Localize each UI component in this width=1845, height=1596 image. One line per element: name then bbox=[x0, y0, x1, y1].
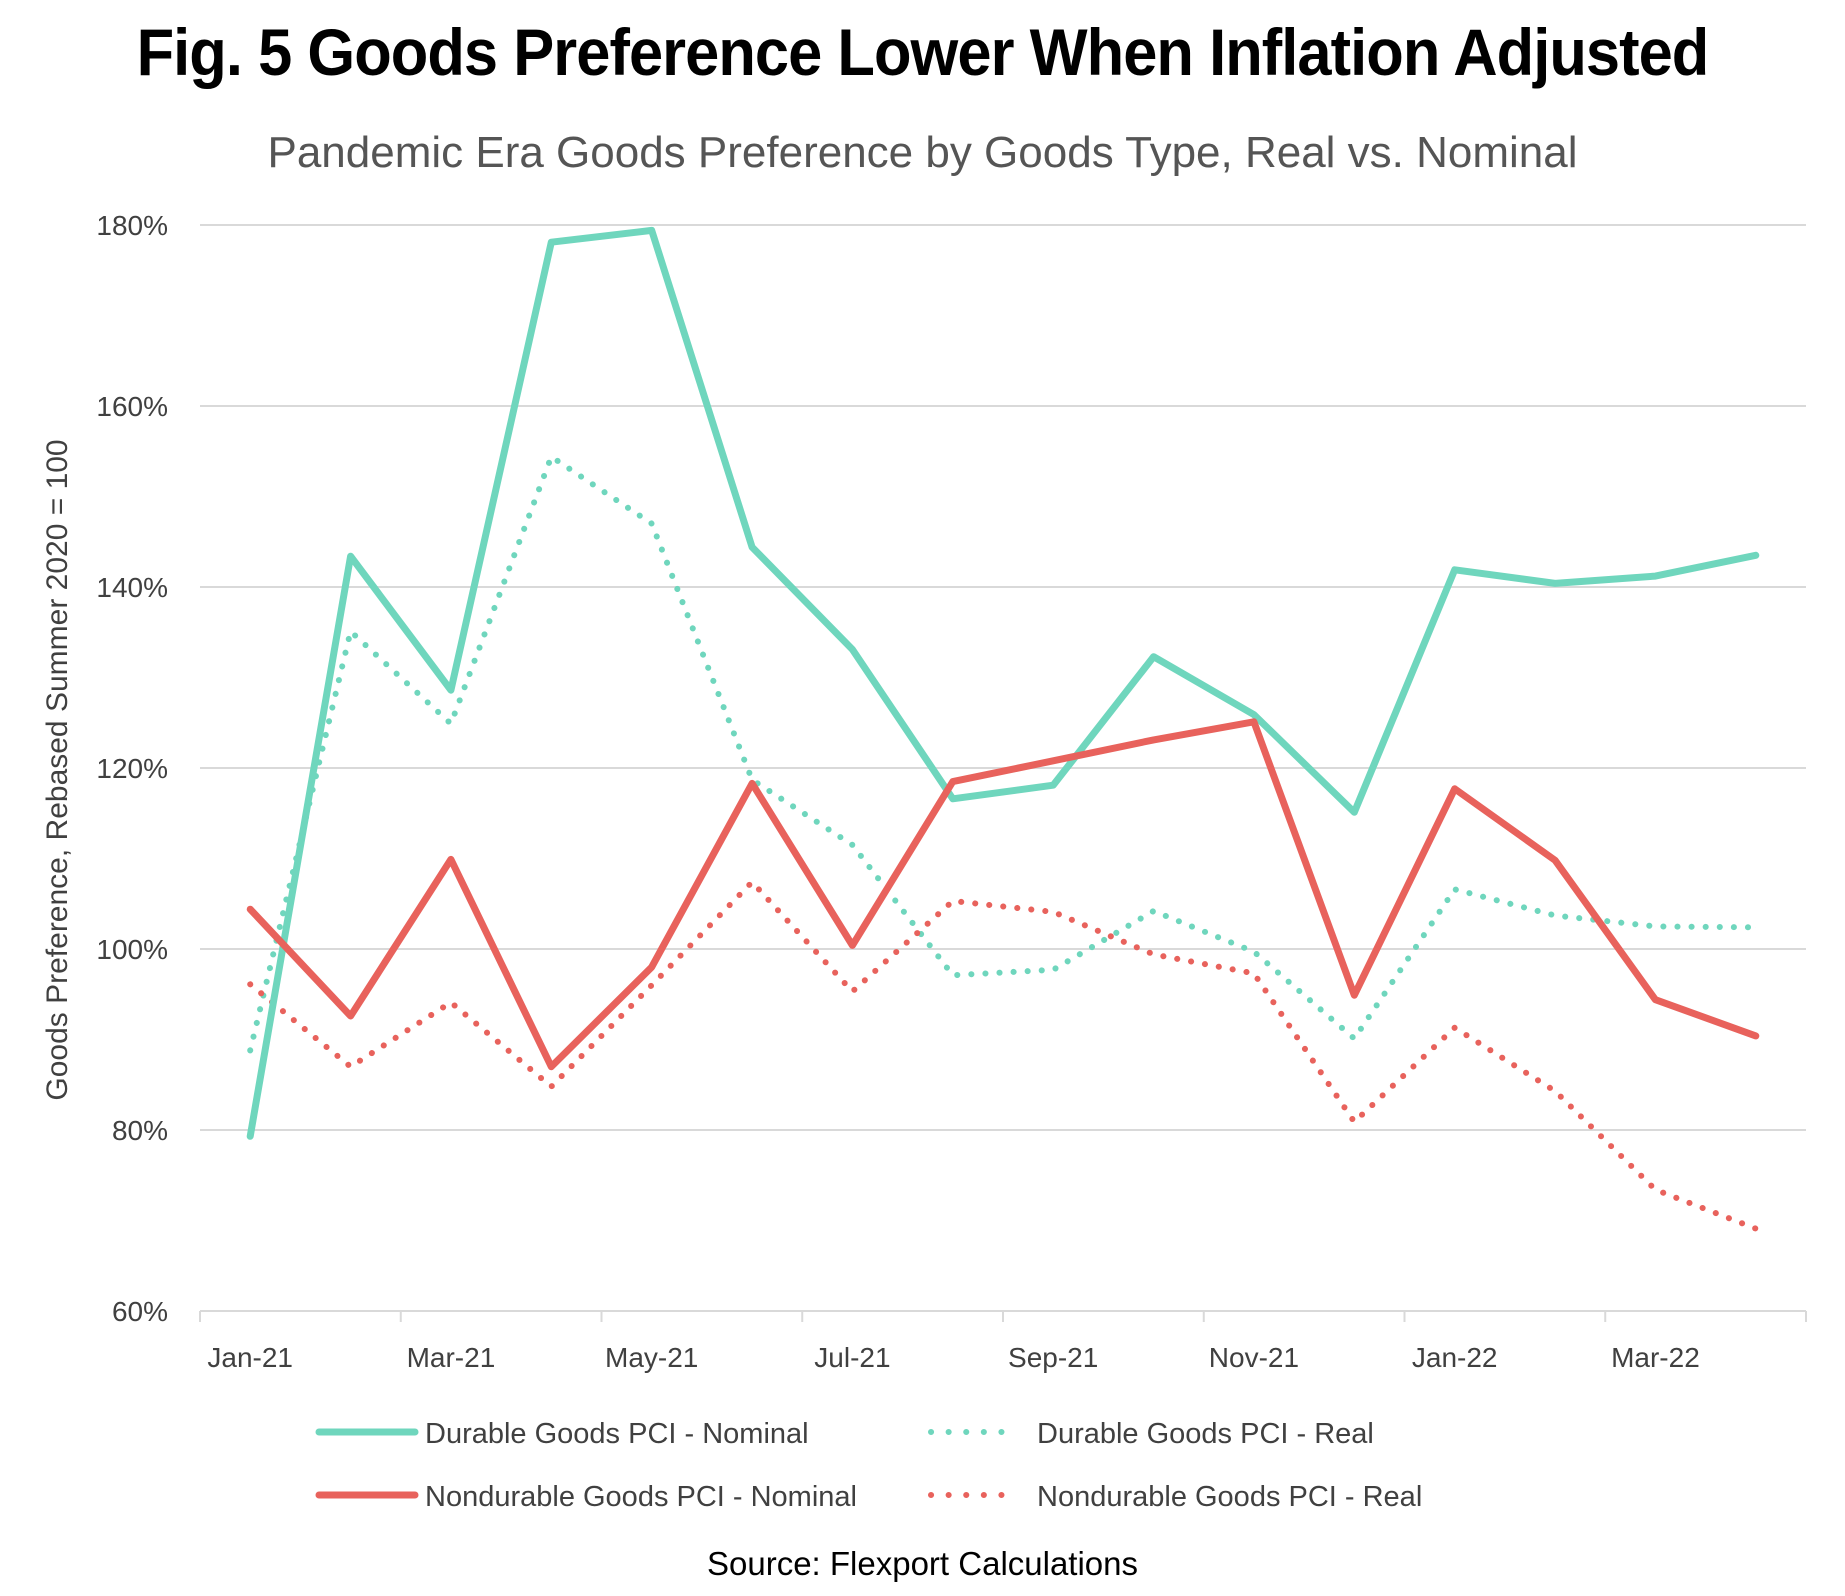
x-tick-label: Jan-22 bbox=[1412, 1342, 1498, 1373]
x-tick-label: Mar-22 bbox=[1611, 1342, 1700, 1373]
legend-label: Nondurable Goods PCI - Nominal bbox=[425, 1481, 857, 1513]
legend-item: Nondurable Goods PCI - Real bbox=[928, 1481, 1422, 1513]
chart-subtitle: Pandemic Era Goods Preference by Goods T… bbox=[267, 128, 1578, 177]
y-tick-label: 100% bbox=[96, 934, 168, 965]
legend-item: Durable Goods PCI - Real bbox=[928, 1418, 1374, 1450]
x-axis: Jan-21 Mar-21 May-21 Jul-21 Sep-21 Nov-21 Jan-… bbox=[199, 1311, 1807, 1373]
x-tick-label: Jul-21 bbox=[814, 1342, 890, 1373]
series-line-nondurable-goods-pci-nominal bbox=[246, 718, 1760, 1071]
y-axis: 60% 80% 100% 120% 140% 160% 180% bbox=[96, 210, 168, 1327]
y-tick-label: 140% bbox=[96, 572, 168, 603]
legend-label: Nondurable Goods PCI - Real bbox=[1037, 1481, 1422, 1513]
series-line-durable-goods-pci-nominal bbox=[246, 226, 1760, 1140]
x-tick-label: Mar-21 bbox=[407, 1342, 496, 1373]
x-tick-label: Jan-21 bbox=[207, 1342, 293, 1373]
y-tick-label: 180% bbox=[96, 210, 168, 241]
y-axis-title: Goods Preference, Rebased Summer 2020 = … bbox=[41, 439, 74, 1100]
legend-label: Durable Goods PCI - Nominal bbox=[425, 1418, 809, 1450]
legend-item: Durable Goods PCI - Nominal bbox=[315, 1418, 809, 1450]
y-tick-label: 120% bbox=[96, 753, 168, 784]
gridlines bbox=[200, 224, 1806, 1312]
legend-label: Durable Goods PCI - Real bbox=[1037, 1418, 1374, 1450]
y-tick-label: 160% bbox=[96, 391, 168, 422]
x-tick-label: May-21 bbox=[605, 1342, 698, 1373]
y-tick-label: 60% bbox=[112, 1296, 168, 1327]
series-line-durable-goods-pci-real bbox=[247, 453, 1759, 1054]
x-tick-label: Nov-21 bbox=[1209, 1342, 1299, 1373]
source-note: Source: Flexport Calculations bbox=[706, 1545, 1139, 1582]
x-tick-label: Sep-21 bbox=[1008, 1342, 1098, 1373]
chart-title: Fig. 5 Goods Preference Lower When Infla… bbox=[136, 15, 1710, 89]
legend: Durable Goods PCI - Nominal Durable Goods… bbox=[315, 1418, 1422, 1513]
legend-item: Nondurable Goods PCI - Nominal bbox=[315, 1481, 857, 1513]
y-tick-label: 80% bbox=[112, 1115, 168, 1146]
series-lines bbox=[246, 226, 1760, 1232]
series-line-nondurable-goods-pci-real bbox=[247, 879, 1759, 1232]
